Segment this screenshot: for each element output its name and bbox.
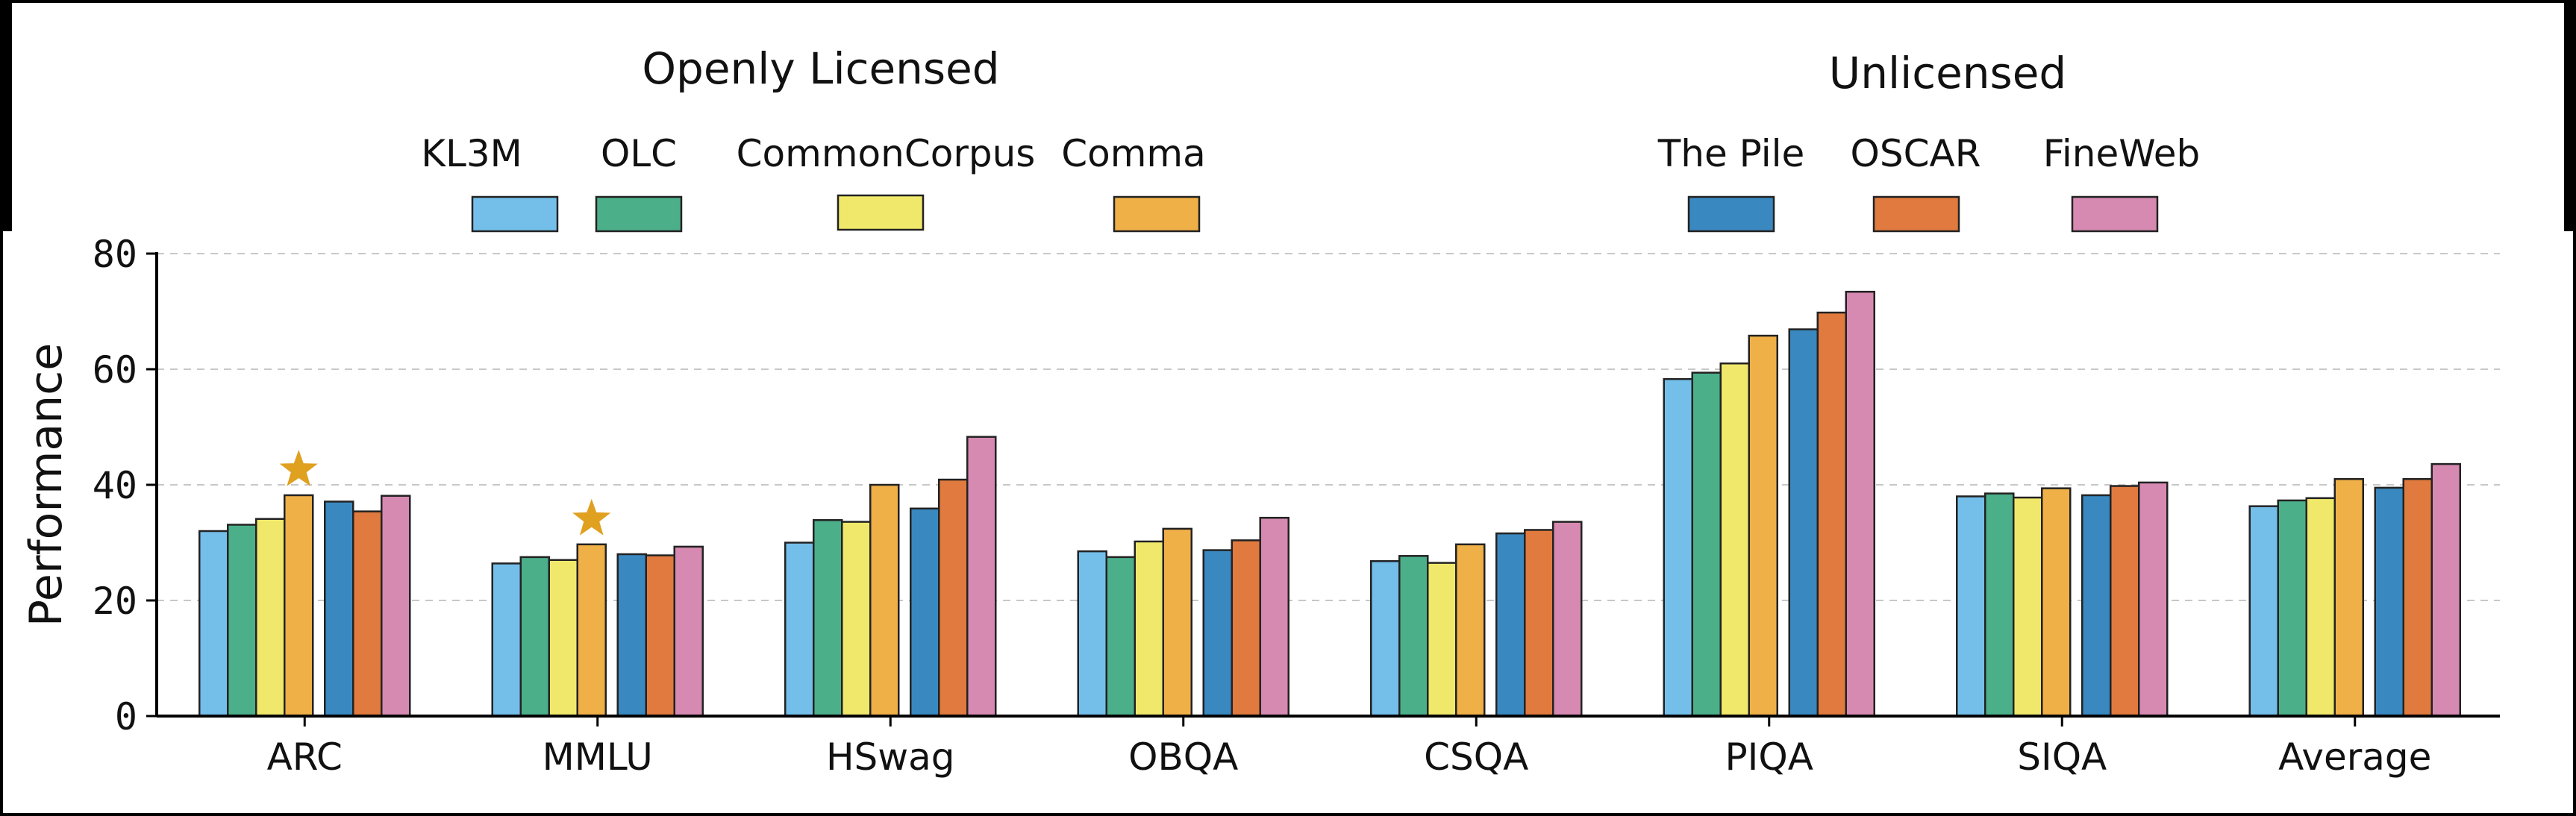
bar	[1691, 371, 1722, 718]
x-tick-label: Average	[2278, 735, 2431, 779]
legend-swatch	[1687, 195, 1775, 233]
x-tick-label: SIQA	[2017, 735, 2107, 779]
legend-label: The Pile	[1657, 132, 1804, 175]
legend-swatch	[2071, 195, 2159, 233]
legend-swatch	[837, 194, 925, 231]
bar	[2138, 481, 2169, 718]
bar	[1719, 363, 1750, 718]
bar	[784, 542, 815, 718]
bar	[1663, 377, 1693, 718]
legend-label: KL3M	[421, 132, 522, 175]
x-tick-label: OBQA	[1128, 735, 1238, 779]
legend-label: Comma	[1061, 132, 1206, 175]
bar	[813, 519, 843, 718]
bar	[1495, 532, 1526, 718]
legend-label: CommonCorpus	[737, 132, 1036, 175]
bar	[1984, 492, 2015, 718]
annotations	[279, 450, 611, 536]
bar	[2013, 496, 2043, 718]
bar	[2110, 485, 2140, 718]
right-edge-bar	[2564, 0, 2576, 231]
legend-label: OLC	[601, 132, 677, 175]
bar	[1370, 560, 1401, 718]
y-tick-label: 0	[115, 695, 137, 738]
bar	[1259, 516, 1289, 718]
star-annotation	[572, 498, 611, 536]
y-ticks: 0 20 40 60 80	[93, 233, 157, 738]
bar	[1105, 556, 1136, 718]
y-tick-label: 80	[93, 233, 137, 276]
bar	[938, 478, 969, 718]
bar	[616, 553, 647, 718]
bar	[2277, 499, 2307, 718]
y-tick-label: 20	[93, 580, 137, 623]
star-annotation	[279, 450, 318, 486]
bar	[1427, 562, 1457, 718]
bar	[2305, 497, 2336, 718]
bars	[198, 290, 2461, 718]
bar	[645, 554, 675, 718]
x-tick-label: CSQA	[1424, 735, 1528, 779]
bar	[1524, 529, 1554, 718]
bar	[1077, 550, 1107, 718]
bar	[324, 500, 354, 718]
bar	[1202, 549, 1233, 718]
bar	[255, 518, 286, 718]
bar	[2402, 478, 2433, 718]
bar	[910, 507, 940, 718]
bar	[491, 562, 522, 718]
legend-swatch	[471, 195, 559, 233]
bar	[1231, 539, 1261, 718]
bar	[2041, 487, 2072, 718]
x-ticks: ARC MMLU HSwag OBQA CSQA PIQA SIQA Average	[267, 716, 2431, 779]
bar	[227, 524, 257, 718]
legend-swatch	[1113, 195, 1201, 233]
bar	[381, 495, 411, 718]
bar	[198, 530, 229, 718]
bar	[1552, 521, 1583, 718]
bar	[284, 494, 314, 718]
bar	[841, 521, 872, 718]
bar	[2333, 478, 2364, 718]
legend-label: OSCAR	[1851, 132, 1981, 175]
bar	[1956, 495, 1986, 718]
x-tick-label: HSwag	[826, 735, 955, 779]
bar	[2248, 505, 2279, 718]
legend-swatch	[595, 195, 683, 233]
legend-group-title-open: Openly Licensed	[642, 43, 999, 94]
bar	[673, 545, 704, 718]
bar	[1748, 334, 1778, 718]
legend-swatch	[1872, 195, 1960, 233]
legend-group-title-unlicensed: Unlicensed	[1829, 48, 2067, 98]
bar	[1845, 290, 1875, 718]
bar	[1816, 311, 1847, 718]
x-tick-label: MMLU	[543, 735, 653, 779]
bar	[1788, 328, 1819, 718]
bar	[869, 483, 900, 718]
bar	[576, 543, 607, 718]
bar	[2374, 486, 2404, 718]
bar	[352, 510, 383, 718]
left-edge-bar	[0, 0, 12, 231]
bar	[2430, 462, 2461, 718]
bar	[519, 556, 550, 718]
bar	[2081, 494, 2112, 718]
legend-label: FineWeb	[2043, 132, 2200, 175]
x-tick-label: PIQA	[1725, 735, 1813, 779]
bar	[966, 436, 997, 718]
bar	[1162, 527, 1192, 718]
bar	[1134, 540, 1164, 718]
x-tick-label: ARC	[267, 735, 343, 779]
y-axis-label: Performance	[20, 343, 72, 627]
y-tick-label: 60	[93, 348, 137, 392]
y-tick-label: 40	[93, 464, 137, 507]
bar	[1398, 555, 1429, 718]
bar	[1455, 543, 1486, 718]
bar	[548, 559, 578, 718]
legend: KL3M OLC CommonCorpus Comma The Pile OSCAR Fin…	[421, 132, 2200, 233]
